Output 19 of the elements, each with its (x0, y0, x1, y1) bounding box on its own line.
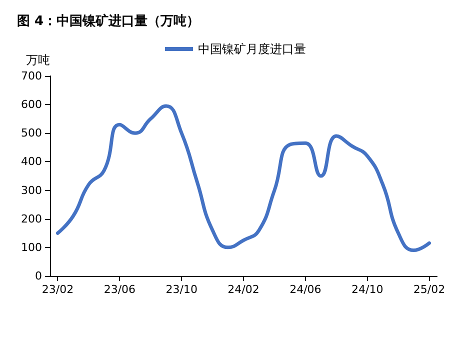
x-tick-label: 25/02 (413, 283, 446, 296)
line-series (56, 104, 432, 252)
y-tick-label: 0 (35, 270, 42, 282)
y-tick-label: 100 (21, 240, 42, 254)
y-tick-label: 500 (21, 126, 42, 140)
x-tick-label: 24/06 (290, 283, 322, 296)
y-tick-label: 200 (21, 212, 42, 226)
legend-label: 中国镍矿月度进口量 (198, 42, 306, 56)
y-tick-label: 400 (21, 155, 42, 168)
chart-title: 图 4：中国镍矿进口量（万吨） (17, 13, 200, 29)
x-tick-label: 24/02 (228, 283, 260, 296)
y-tick-label: 700 (21, 70, 42, 82)
x-tick-label: 24/10 (351, 283, 384, 296)
y-tick-label: 600 (21, 98, 42, 112)
y-axis-title: 万吨 (26, 53, 50, 67)
y-tick-label: 300 (21, 184, 42, 197)
x-tick-label: 23/06 (104, 283, 136, 296)
x-tick-label: 23/02 (42, 283, 74, 296)
x-tick-label: 23/10 (166, 283, 198, 296)
